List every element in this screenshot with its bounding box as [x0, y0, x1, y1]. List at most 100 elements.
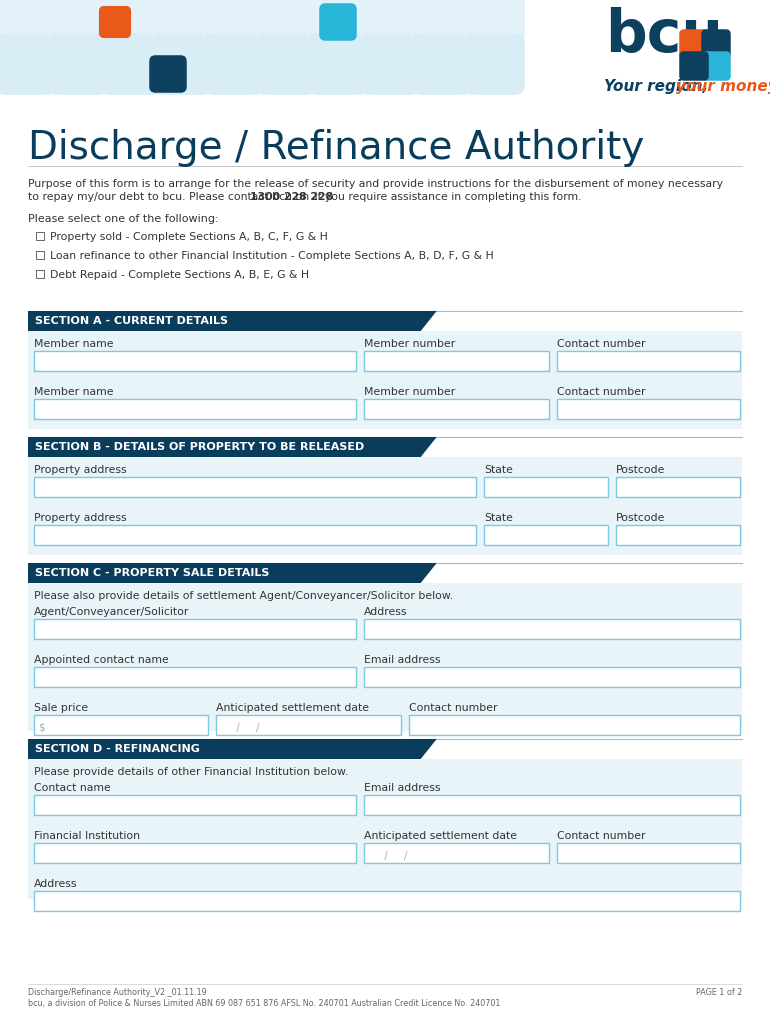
Bar — [36, 232, 44, 240]
Bar — [36, 251, 44, 259]
Text: Postcode: Postcode — [616, 513, 665, 523]
Text: SECTION A - CURRENT DETAILS: SECTION A - CURRENT DETAILS — [35, 316, 228, 326]
Text: PAGE 1 of 2: PAGE 1 of 2 — [695, 988, 742, 997]
Text: Property address: Property address — [34, 465, 126, 475]
Text: Discharge/Refinance Authority_V2 _01.11.19: Discharge/Refinance Authority_V2 _01.11.… — [28, 988, 207, 997]
FancyBboxPatch shape — [320, 3, 357, 41]
FancyBboxPatch shape — [679, 30, 708, 58]
Text: Please provide details of other Financial Institution below.: Please provide details of other Financia… — [34, 767, 348, 777]
FancyBboxPatch shape — [255, 33, 316, 95]
Bar — [28, 331, 742, 429]
Text: Contact number: Contact number — [557, 387, 645, 397]
FancyBboxPatch shape — [203, 0, 265, 45]
FancyBboxPatch shape — [203, 33, 265, 95]
Bar — [364, 399, 549, 419]
Text: Loan refinance to other Financial Institution - Complete Sections A, B, D, F, G : Loan refinance to other Financial Instit… — [50, 251, 494, 261]
Text: /     /: / / — [220, 723, 259, 733]
Text: Email address: Email address — [364, 655, 440, 665]
FancyBboxPatch shape — [255, 0, 316, 45]
Bar — [34, 891, 740, 911]
FancyBboxPatch shape — [47, 0, 109, 45]
Bar — [34, 351, 356, 371]
Text: State: State — [484, 513, 513, 523]
FancyBboxPatch shape — [359, 33, 421, 95]
Text: Agent/Conveyancer/Solicitor: Agent/Conveyancer/Solicitor — [34, 607, 189, 617]
Bar — [364, 618, 740, 639]
Text: bcu, a division of Police & Nurses Limited ABN 69 087 651 876 AFSL No. 240701 Au: bcu, a division of Police & Nurses Limit… — [28, 999, 500, 1008]
Bar — [616, 525, 740, 545]
Bar — [557, 843, 740, 863]
Text: Discharge / Refinance Authority: Discharge / Refinance Authority — [28, 129, 644, 167]
Text: Financial Institution: Financial Institution — [34, 831, 140, 841]
FancyBboxPatch shape — [99, 33, 161, 95]
Bar — [28, 739, 420, 759]
FancyBboxPatch shape — [151, 33, 213, 95]
Bar — [34, 399, 356, 419]
Text: Contact number: Contact number — [409, 703, 497, 713]
FancyBboxPatch shape — [359, 0, 421, 45]
Text: Member name: Member name — [34, 339, 113, 349]
Text: Contact number: Contact number — [557, 339, 645, 349]
Text: Member number: Member number — [364, 339, 455, 349]
Text: Member number: Member number — [364, 387, 455, 397]
Bar — [28, 563, 420, 583]
FancyBboxPatch shape — [307, 0, 369, 45]
Bar — [616, 477, 740, 497]
FancyBboxPatch shape — [149, 55, 187, 93]
Polygon shape — [420, 311, 437, 331]
Bar — [216, 715, 401, 735]
FancyBboxPatch shape — [99, 6, 131, 38]
Bar — [28, 311, 420, 331]
Text: Debt Repaid - Complete Sections A, B, E, G & H: Debt Repaid - Complete Sections A, B, E,… — [50, 270, 309, 280]
Text: Please select one of the following:: Please select one of the following: — [28, 214, 219, 224]
Text: State: State — [484, 465, 513, 475]
Text: Address: Address — [364, 607, 407, 617]
Text: Anticipated settlement date: Anticipated settlement date — [364, 831, 517, 841]
Text: Email address: Email address — [364, 783, 440, 793]
Bar — [557, 351, 740, 371]
FancyBboxPatch shape — [0, 0, 57, 45]
Bar — [364, 351, 549, 371]
Text: to repay my/our debt to bcu. Please contact bcu on: to repay my/our debt to bcu. Please cont… — [28, 193, 313, 202]
Text: Your region,: Your region, — [604, 79, 714, 94]
Bar — [34, 795, 356, 815]
Bar — [409, 715, 740, 735]
Bar — [364, 843, 549, 863]
Text: Purpose of this form is to arrange for the release of security and provide instr: Purpose of this form is to arrange for t… — [28, 179, 723, 189]
Text: Contact name: Contact name — [34, 783, 111, 793]
Bar — [364, 667, 740, 687]
Text: bcu: bcu — [605, 7, 723, 63]
Text: 1300 228 228: 1300 228 228 — [249, 193, 333, 202]
FancyBboxPatch shape — [464, 33, 525, 95]
Polygon shape — [420, 739, 437, 759]
Bar — [28, 457, 742, 555]
Text: Property sold - Complete Sections A, B, C, F, G & H: Property sold - Complete Sections A, B, … — [50, 232, 328, 242]
Text: SECTION B - DETAILS OF PROPERTY TO BE RELEASED: SECTION B - DETAILS OF PROPERTY TO BE RE… — [35, 442, 364, 452]
Polygon shape — [420, 437, 437, 457]
Bar — [34, 477, 476, 497]
FancyBboxPatch shape — [0, 33, 57, 95]
Bar — [34, 618, 356, 639]
FancyBboxPatch shape — [47, 33, 109, 95]
Bar — [28, 583, 742, 731]
Bar — [28, 759, 742, 899]
Bar — [34, 843, 356, 863]
FancyBboxPatch shape — [464, 0, 525, 45]
FancyBboxPatch shape — [701, 51, 731, 81]
Text: SECTION C - PROPERTY SALE DETAILS: SECTION C - PROPERTY SALE DETAILS — [35, 568, 270, 578]
Bar — [34, 715, 208, 735]
FancyBboxPatch shape — [151, 0, 213, 45]
FancyBboxPatch shape — [411, 0, 473, 45]
Text: Anticipated settlement date: Anticipated settlement date — [216, 703, 369, 713]
Bar — [28, 437, 420, 457]
Bar — [34, 525, 476, 545]
Text: Sale price: Sale price — [34, 703, 88, 713]
Text: Member name: Member name — [34, 387, 113, 397]
FancyBboxPatch shape — [307, 33, 369, 95]
Text: Address: Address — [34, 879, 78, 889]
Text: Contact number: Contact number — [557, 831, 645, 841]
Text: SECTION D - REFINANCING: SECTION D - REFINANCING — [35, 744, 200, 754]
Bar — [484, 525, 608, 545]
Bar — [484, 477, 608, 497]
Bar — [36, 270, 44, 278]
